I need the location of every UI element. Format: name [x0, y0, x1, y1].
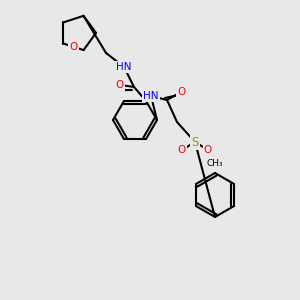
Text: O: O: [69, 42, 78, 52]
Text: CH₃: CH₃: [207, 158, 223, 167]
Text: HN: HN: [143, 91, 159, 101]
Text: O: O: [178, 145, 186, 155]
Text: O: O: [177, 87, 185, 97]
Text: HN: HN: [116, 62, 132, 72]
Text: S: S: [191, 136, 199, 148]
Text: O: O: [116, 80, 124, 90]
Text: O: O: [204, 145, 212, 155]
